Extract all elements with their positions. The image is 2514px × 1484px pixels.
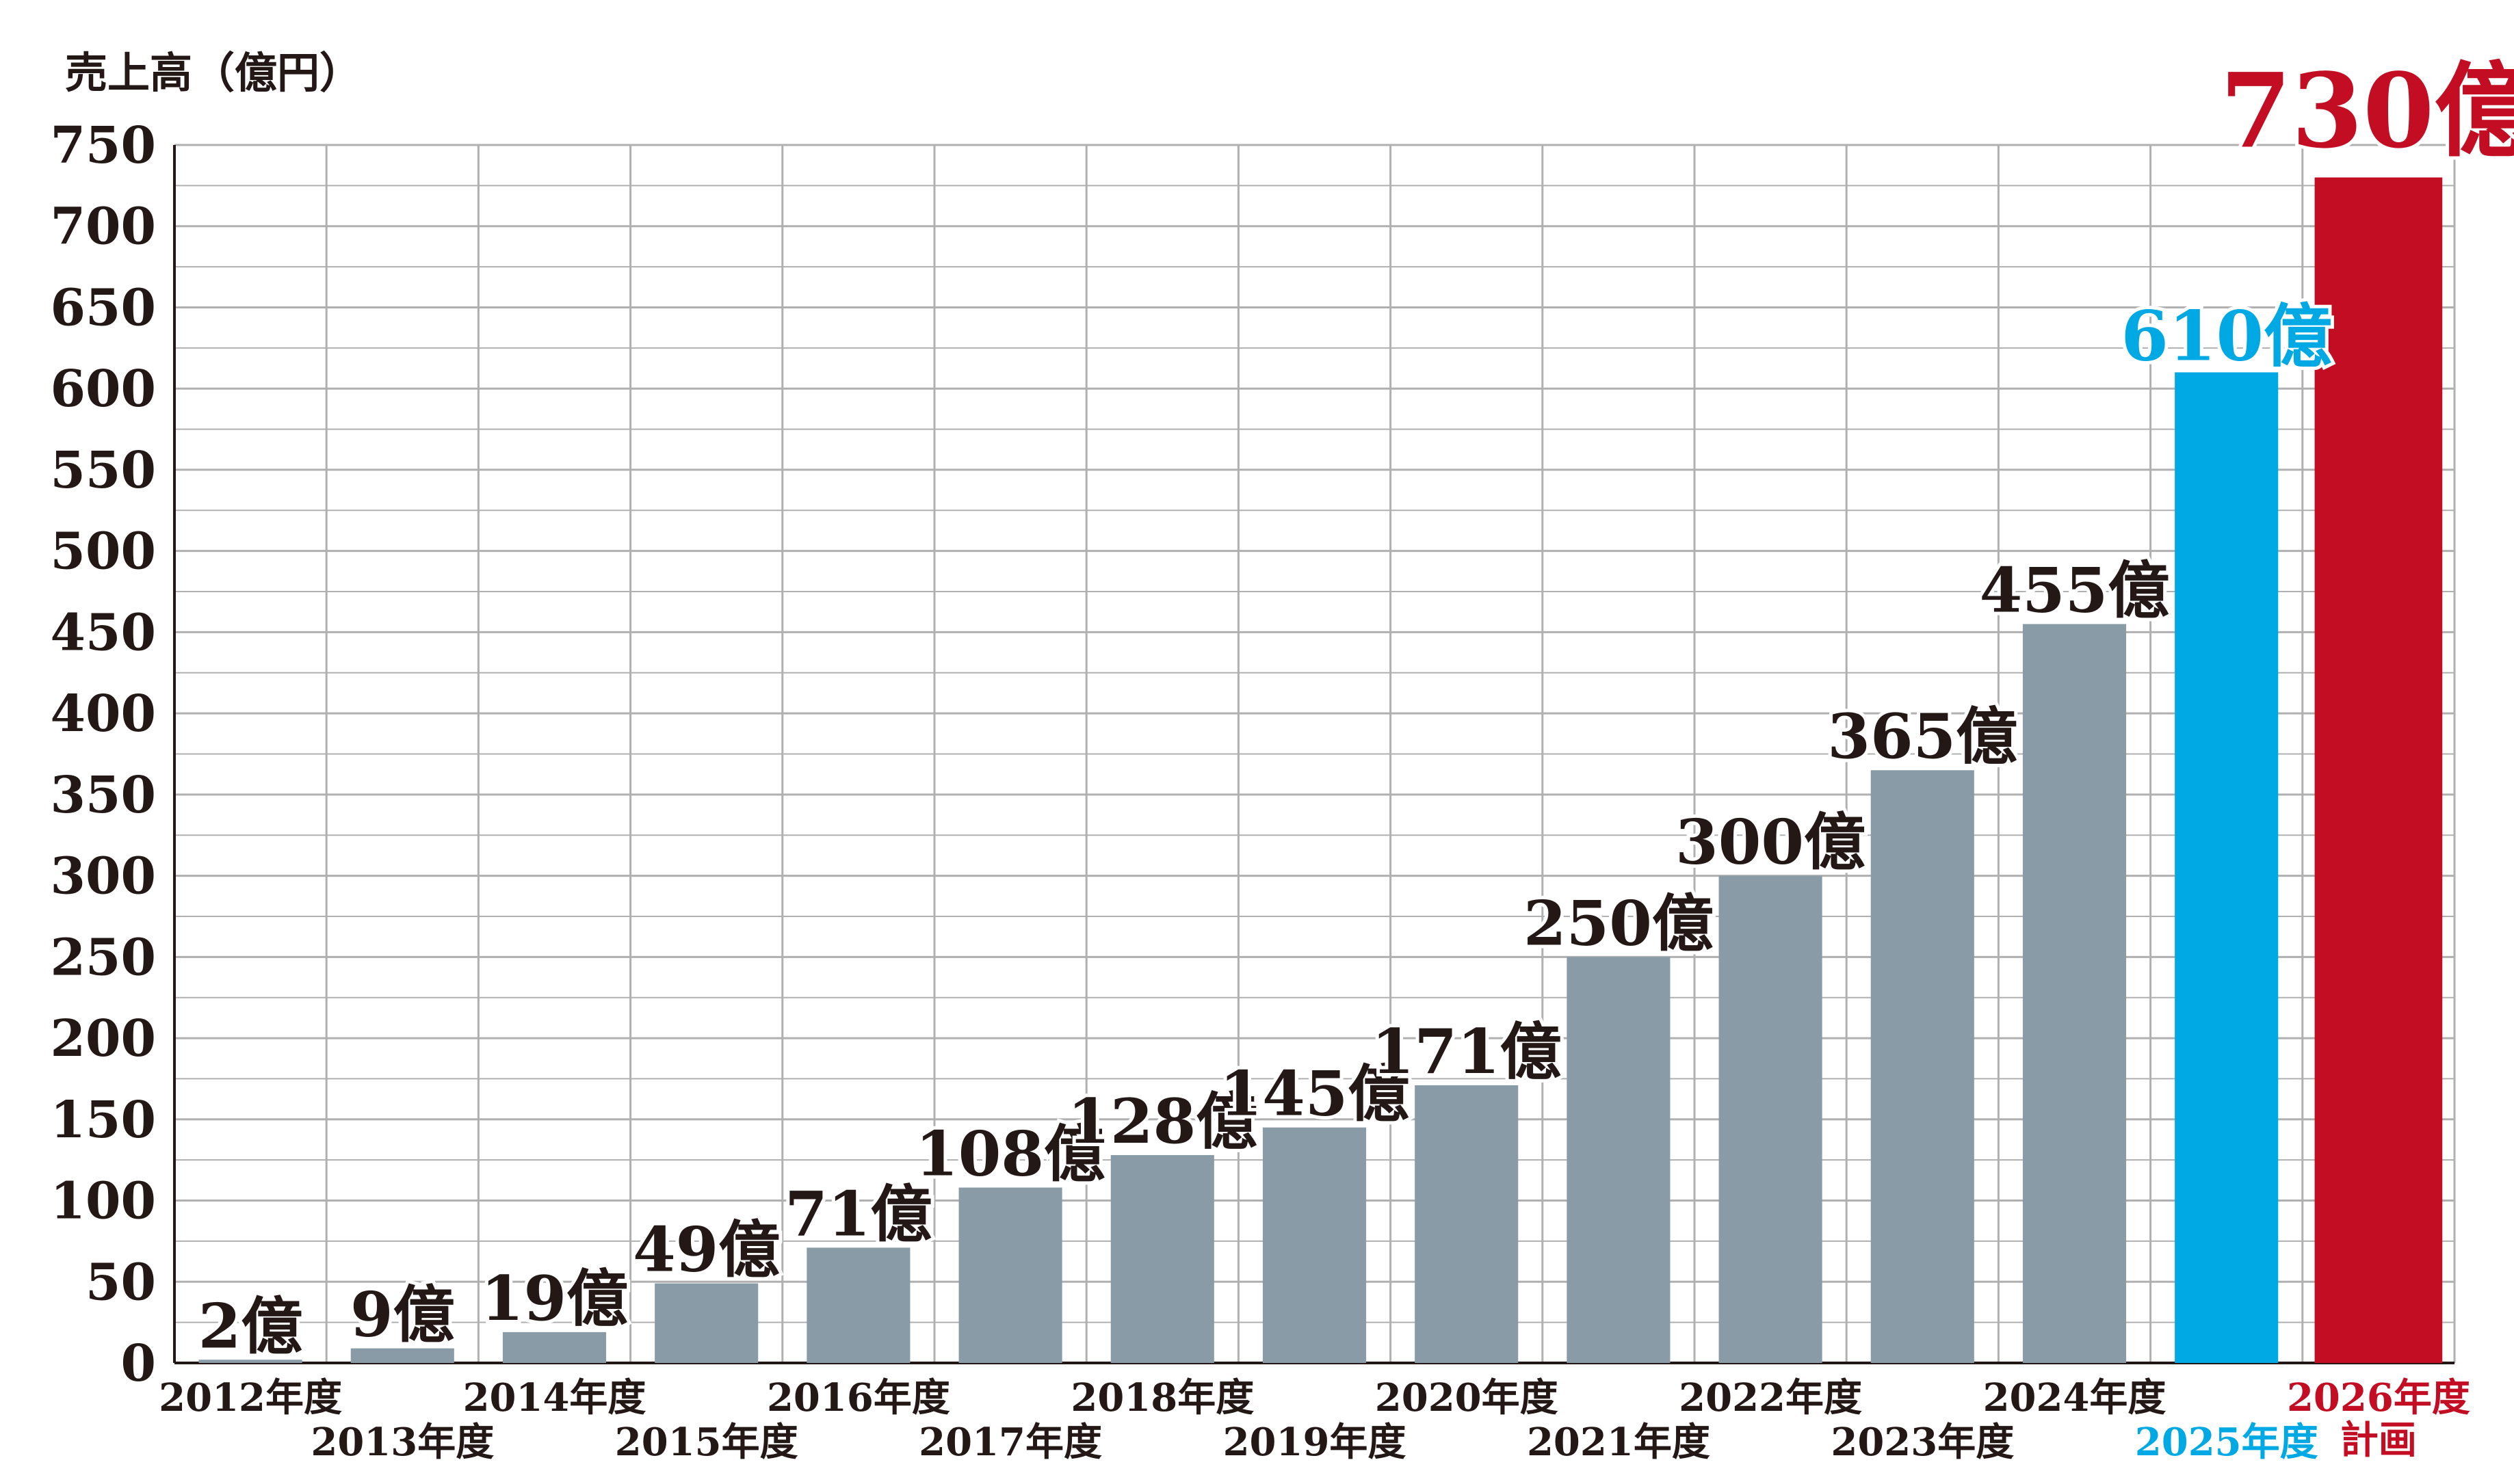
x-tick-label: 2015年度 — [615, 1420, 798, 1465]
x-tick-label: 2016年度 — [767, 1375, 950, 1420]
bar-value-label: 300億 — [1675, 806, 1865, 879]
y-tick-label: 250 — [51, 928, 156, 987]
bar — [655, 1283, 759, 1363]
y-tick-label: 150 — [51, 1091, 156, 1150]
bar-value-label: 2億 — [198, 1290, 303, 1362]
y-tick-label: 0 — [121, 1334, 157, 1393]
y-tick-label: 300 — [51, 847, 156, 906]
bar-value-label: 455億 — [1980, 555, 2170, 627]
bar-value-label: 171億 — [1372, 1016, 1562, 1088]
x-tick-label: 2025年度 — [2135, 1420, 2318, 1465]
bar-value-label: 108億 — [915, 1118, 1105, 1191]
y-tick-label: 600 — [51, 360, 156, 419]
bar — [1718, 875, 1822, 1363]
y-tick-label: 550 — [51, 441, 156, 500]
bar — [1870, 770, 1974, 1363]
y-tick-label: 650 — [51, 278, 156, 337]
bar — [958, 1187, 1062, 1363]
y-tick-label: 750 — [51, 116, 156, 175]
x-tick-label: 2014年度 — [463, 1375, 646, 1420]
y-tick-label: 400 — [51, 685, 156, 743]
bar-value-label: 49億 — [633, 1214, 780, 1286]
bar-value-label: 19億 — [481, 1262, 628, 1335]
y-tick-label: 500 — [51, 522, 156, 581]
bar — [1567, 957, 1671, 1363]
x-tick-label: 2017年度 — [919, 1420, 1102, 1465]
y-tick-label: 450 — [51, 603, 156, 662]
bar-value-label: 128億 — [1067, 1085, 1257, 1158]
bar-value-label: 730億 — [2220, 51, 2514, 171]
x-tick-label: 2020年度 — [1375, 1375, 1558, 1420]
y-axis-ticks: 0 50 100 150 200 250 300 350 400 450 500 550 600 650 7… — [51, 116, 156, 1393]
x-tick-label: 2024年度 — [1983, 1375, 2166, 1420]
bar — [502, 1331, 607, 1363]
x-tick-label: 2026年度計画 — [2287, 1375, 2470, 1463]
x-axis-labels: 2012年度2013年度2014年度2015年度2016年度2017年度2018… — [159, 1375, 2470, 1465]
bar — [1262, 1127, 1367, 1363]
bar — [2314, 177, 2443, 1363]
bars — [198, 177, 2443, 1364]
bar — [1415, 1085, 1519, 1363]
bar-value-label: 365億 — [1827, 700, 2017, 773]
x-tick-label: 2013年度 — [311, 1420, 494, 1465]
y-tick-label: 50 — [86, 1253, 156, 1312]
x-tick-label: 2022年度 — [1679, 1375, 1862, 1420]
bar — [2175, 372, 2279, 1363]
x-tick-label: 2012年度 — [159, 1375, 342, 1420]
bar — [198, 1360, 302, 1363]
bar — [1110, 1155, 1214, 1363]
x-tick-label: 2021年度 — [1527, 1420, 1710, 1465]
y-axis-label: 売上高（億円） — [65, 48, 362, 98]
bar — [350, 1348, 454, 1363]
y-tick-label: 700 — [51, 198, 156, 256]
y-tick-label: 200 — [51, 1009, 156, 1068]
bar — [807, 1247, 911, 1363]
bar-value-label: 71億 — [785, 1178, 932, 1250]
bar-value-label: 610億 — [2121, 295, 2332, 376]
bar — [2022, 624, 2127, 1364]
y-tick-label: 350 — [51, 766, 156, 825]
x-tick-label: 2019年度 — [1223, 1420, 1406, 1465]
bar-value-label: 145億 — [1220, 1058, 1410, 1130]
x-tick-label: 2018年度 — [1071, 1375, 1254, 1420]
bar-value-label: 250億 — [1523, 887, 1714, 959]
bar-value-label: 9億 — [350, 1279, 455, 1351]
x-tick-label: 2023年度 — [1831, 1420, 2014, 1465]
y-tick-label: 100 — [51, 1172, 156, 1231]
